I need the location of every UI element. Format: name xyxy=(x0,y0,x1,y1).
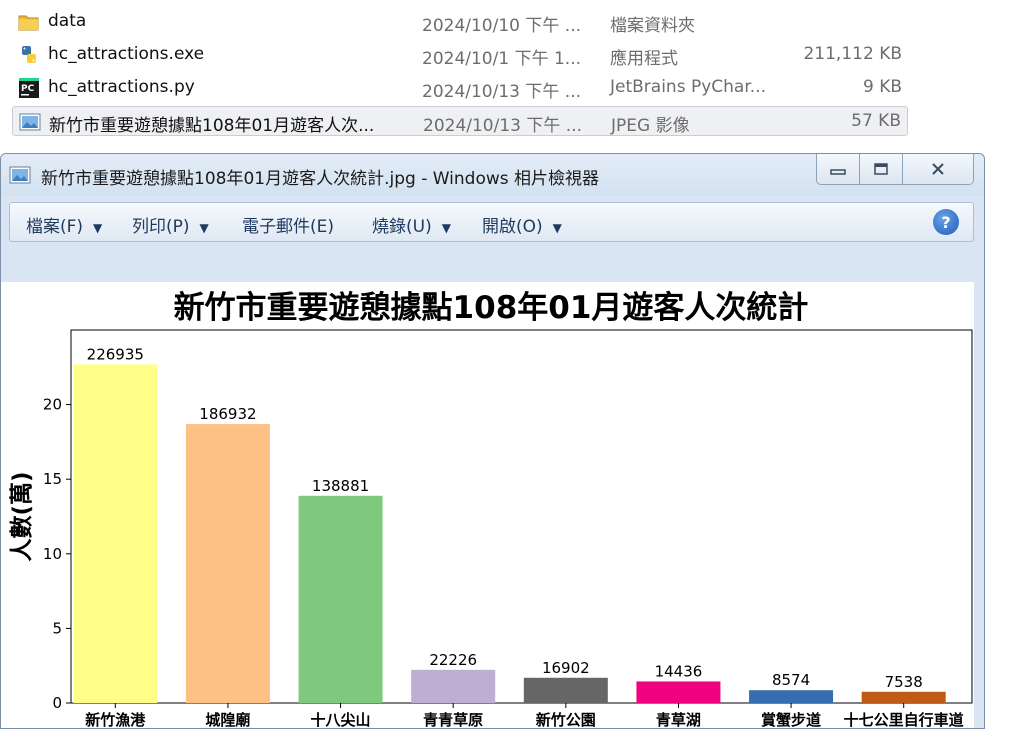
file-type: 應用程式 xyxy=(610,49,678,69)
window-title: 新竹市重要遊憩據點108年01月遊客人次統計.jpg - Windows 相片檢… xyxy=(41,169,600,189)
maximize-icon xyxy=(874,163,888,175)
file-date: 2024/10/10 下午 ... xyxy=(422,16,582,36)
data-label: 186932 xyxy=(199,405,256,423)
plot-frame xyxy=(70,329,973,704)
bar-chart: 0 5 10 15 20 人數(萬) 226935 新竹漁港 186932 城隍廟 138881 十八… xyxy=(9,329,973,729)
close-button[interactable] xyxy=(903,154,973,184)
x-tick-label: 城隍廟 xyxy=(205,711,250,729)
file-size: 211,112 KB xyxy=(803,44,902,64)
x-tick-label: 青青草原 xyxy=(423,711,483,729)
chevron-down-icon: ▼ xyxy=(199,221,209,235)
chevron-down-icon: ▼ xyxy=(441,221,451,235)
file-row-py[interactable]: PC hc_attractions.py 2024/10/13 下午 ... J… xyxy=(12,73,908,103)
y-axis-label: 人數(萬) xyxy=(9,471,35,561)
menu-email-label: 電子郵件(E) xyxy=(242,217,335,237)
maximize-button[interactable] xyxy=(860,154,903,184)
file-name: hc_attractions.exe xyxy=(48,44,205,64)
x-tick-label: 新竹漁港 xyxy=(85,711,146,729)
file-type: JetBrains PyChar... xyxy=(610,77,766,97)
file-date: 2024/10/13 下午 ... xyxy=(422,82,582,102)
data-label: 7538 xyxy=(885,673,923,691)
file-date: 2024/10/13 下午 ... xyxy=(423,116,583,136)
data-label: 8574 xyxy=(772,671,810,689)
menu-burn-label: 燒錄(U) xyxy=(372,217,432,237)
file-date: 2024/10/1 下午 1... xyxy=(422,49,582,69)
pycharm-icon: PC xyxy=(19,78,39,98)
y-tick-label: 15 xyxy=(43,470,62,488)
bar xyxy=(861,691,946,703)
menu-email[interactable]: 電子郵件(E) xyxy=(242,212,334,237)
chart-title: 新竹市重要遊憩據點108年01月遊客人次統計 xyxy=(173,290,809,326)
x-tick-label: 新竹公園 xyxy=(536,711,596,729)
menu-burn[interactable]: 燒錄(U) ▼ xyxy=(372,212,451,237)
photo-viewer-icon xyxy=(9,166,31,184)
bar xyxy=(298,495,383,703)
file-row-exe[interactable]: hc_attractions.exe 2024/10/1 下午 1... 應用程… xyxy=(12,40,908,70)
file-size: 9 KB xyxy=(862,77,902,97)
data-label: 16902 xyxy=(542,659,590,677)
svg-text:PC: PC xyxy=(21,84,35,94)
file-name: 新竹市重要遊憩據點108年01月遊客人次... xyxy=(49,116,375,136)
folder-icon xyxy=(18,15,39,31)
file-size: 57 KB xyxy=(851,111,901,131)
file-type: 檔案資料夾 xyxy=(610,16,695,36)
chevron-down-icon: ▼ xyxy=(93,221,103,235)
menu-print-label: 列印(P) xyxy=(132,217,190,237)
x-tick-label: 青草湖 xyxy=(656,711,701,729)
title-bar[interactable]: 新竹市重要遊憩據點108年01月遊客人次統計.jpg - Windows 相片檢… xyxy=(1,154,984,196)
chevron-down-icon: ▼ xyxy=(552,221,562,235)
bar xyxy=(411,669,496,703)
minimize-icon xyxy=(830,169,846,175)
bar xyxy=(636,681,721,703)
y-tick-label: 0 xyxy=(52,694,62,712)
x-tick-label: 十八尖山 xyxy=(311,711,371,729)
data-label: 22226 xyxy=(429,651,477,669)
help-button[interactable]: ? xyxy=(933,209,959,235)
minimize-button[interactable] xyxy=(817,154,860,184)
close-icon xyxy=(932,163,944,175)
menu-file[interactable]: 檔案(F) ▼ xyxy=(26,212,102,237)
window-controls xyxy=(816,154,974,185)
y-tick-label: 5 xyxy=(52,619,62,637)
data-label: 14436 xyxy=(655,662,703,680)
menu-file-label: 檔案(F) xyxy=(26,217,84,237)
y-tick-label: 10 xyxy=(43,545,62,563)
file-name: hc_attractions.py xyxy=(48,77,195,97)
data-label: 138881 xyxy=(312,477,369,495)
jpeg-image-icon xyxy=(19,113,41,131)
menu-print[interactable]: 列印(P) ▼ xyxy=(132,212,209,237)
data-label: 226935 xyxy=(87,345,144,363)
bar xyxy=(749,690,834,703)
file-row-data[interactable]: data 2024/10/10 下午 ... 檔案資料夾 xyxy=(12,7,908,37)
python-exe-icon xyxy=(22,46,36,63)
photo-viewer-window: 新竹市重要遊憩據點108年01月遊客人次統計.jpg - Windows 相片檢… xyxy=(0,153,985,729)
command-bar: 檔案(F) ▼ 列印(P) ▼ 電子郵件(E) 燒錄(U) ▼ 開啟(O) ▼ ? xyxy=(9,202,974,242)
bar xyxy=(73,364,158,703)
file-name: data xyxy=(48,11,87,31)
x-tick-label: 十七公里自行車道 xyxy=(844,711,964,729)
menu-open[interactable]: 開啟(O) ▼ xyxy=(482,212,562,237)
y-tick-label: 20 xyxy=(43,396,62,414)
bar xyxy=(185,424,270,703)
file-type: JPEG 影像 xyxy=(611,116,690,136)
file-row-jpg[interactable]: 新竹市重要遊憩據點108年01月遊客人次... 2024/10/13 下午 ..… xyxy=(12,106,908,136)
image-canvas: 新竹市重要遊憩據點108年01月遊客人次統計 0 5 10 15 20 人數(萬) 2269… xyxy=(1,282,974,729)
menu-open-label: 開啟(O) xyxy=(482,217,543,237)
x-tick-label: 賞蟹步道 xyxy=(761,711,821,729)
bar xyxy=(523,677,608,703)
